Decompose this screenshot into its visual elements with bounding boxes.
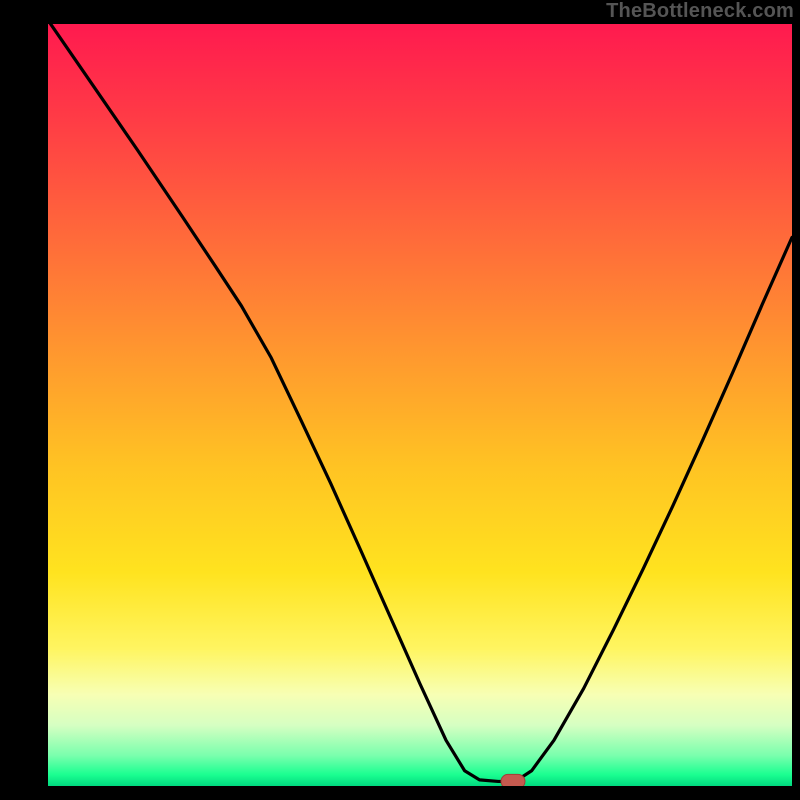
bottleneck-chart-svg	[0, 0, 800, 800]
attribution-text: TheBottleneck.com	[606, 0, 794, 23]
plot-background-gradient	[48, 24, 792, 786]
